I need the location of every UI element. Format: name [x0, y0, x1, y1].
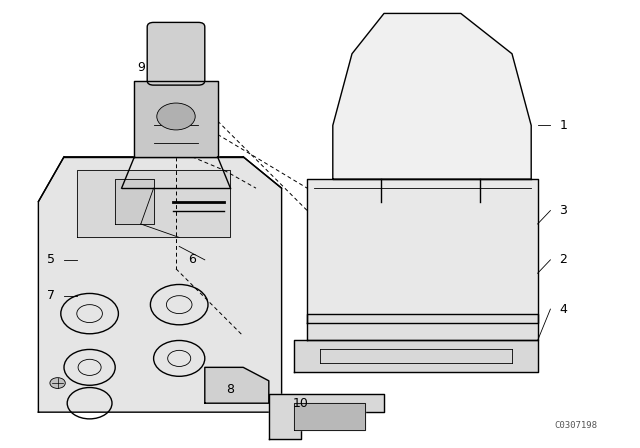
Text: 10: 10: [293, 396, 308, 410]
Text: 8: 8: [227, 383, 234, 396]
Text: 4: 4: [559, 302, 567, 316]
Circle shape: [157, 103, 195, 130]
FancyBboxPatch shape: [147, 22, 205, 85]
Polygon shape: [294, 403, 365, 430]
Text: 2: 2: [559, 253, 567, 267]
Text: 9: 9: [137, 60, 145, 74]
Polygon shape: [134, 81, 218, 157]
Circle shape: [50, 378, 65, 388]
Polygon shape: [38, 157, 282, 412]
Polygon shape: [333, 13, 531, 179]
Text: C0307198: C0307198: [554, 421, 598, 430]
Polygon shape: [205, 367, 269, 403]
Text: 7: 7: [47, 289, 55, 302]
Polygon shape: [77, 170, 230, 237]
Polygon shape: [294, 340, 538, 372]
Polygon shape: [307, 314, 538, 340]
Text: 6: 6: [188, 253, 196, 267]
Polygon shape: [307, 179, 538, 323]
Text: 1: 1: [559, 119, 567, 132]
Polygon shape: [115, 179, 154, 224]
Text: 5: 5: [47, 253, 55, 267]
Polygon shape: [269, 394, 384, 439]
Text: 3: 3: [559, 204, 567, 217]
